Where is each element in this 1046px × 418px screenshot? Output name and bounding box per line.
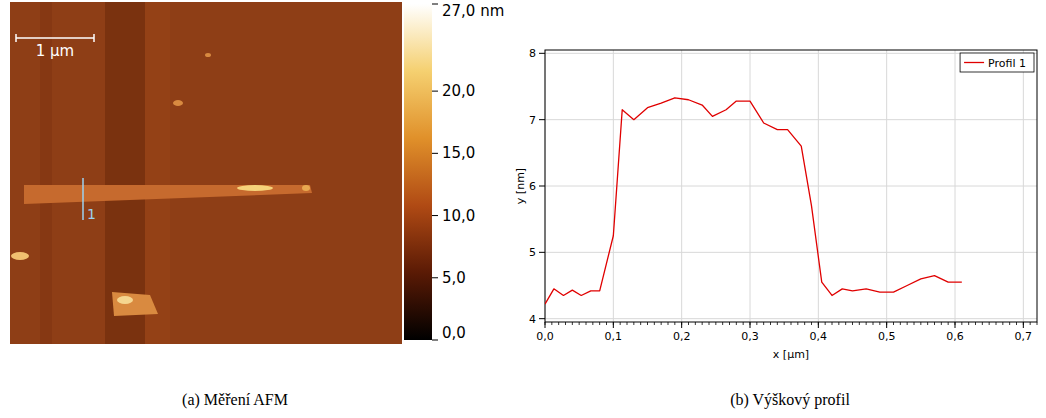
afm-bright-spot xyxy=(117,296,133,304)
afm-bright-spot xyxy=(237,185,273,191)
data-group xyxy=(545,98,962,304)
colorbar-tick-label: 20,0 xyxy=(442,82,475,100)
colorbar-tick xyxy=(432,340,438,341)
colorbar xyxy=(404,4,432,340)
afm-background xyxy=(10,2,402,344)
x-tick-label: 0,0 xyxy=(536,330,554,343)
y-tick xyxy=(539,119,545,120)
legend-label: Profil 1 xyxy=(988,57,1026,70)
y-tick-label: 6 xyxy=(529,180,536,193)
y-tick xyxy=(539,186,545,187)
afm-bright-spot xyxy=(302,185,310,191)
colorbar-tick xyxy=(432,277,438,278)
x-tick xyxy=(1023,322,1024,328)
plot-area xyxy=(545,50,1037,322)
afm-flake xyxy=(112,292,158,316)
y-tick xyxy=(539,318,545,319)
x-tick xyxy=(681,322,682,328)
x-tick-label: 0,1 xyxy=(605,330,623,343)
colorbar-tick-label: 15,0 xyxy=(442,144,475,162)
x-tick xyxy=(545,322,546,328)
y-tick-label: 7 xyxy=(529,114,536,127)
y-axis-title: y [nm] xyxy=(514,168,527,204)
legend-line xyxy=(964,62,984,63)
y-tick xyxy=(539,252,545,253)
x-tick xyxy=(886,322,887,328)
legend-box xyxy=(960,53,1034,72)
x-tick xyxy=(818,322,819,328)
colorbar-tick xyxy=(432,91,438,92)
x-tick xyxy=(750,322,751,328)
caption: (a) Měření AFM xyxy=(182,391,288,409)
grid-line-y xyxy=(545,186,1037,187)
profile-label: 1 xyxy=(87,206,96,222)
page: 1 µm10,05,010,015,020,027,0 nm(a) Měření… xyxy=(0,0,1046,418)
scale-bar-cap xyxy=(93,34,95,42)
colorbar-tick-label: 27,0 nm xyxy=(442,2,504,20)
afm-light-band xyxy=(145,2,170,344)
profile-marker xyxy=(82,178,84,220)
scale-bar-label: 1 µm xyxy=(36,42,74,60)
scale-bar-cap xyxy=(15,34,17,42)
x-tick-label: 0,3 xyxy=(741,330,759,343)
colorbar-tick-label: 10,0 xyxy=(442,207,475,225)
grid-line-y xyxy=(545,252,1037,253)
x-tick-label: 0,6 xyxy=(946,330,964,343)
afm-dark-band xyxy=(105,2,145,344)
grid-line-y xyxy=(545,119,1037,120)
x-tick xyxy=(955,322,956,328)
x-tick-label: 0,5 xyxy=(878,330,896,343)
data-line xyxy=(545,98,962,304)
legend: Profil 1 xyxy=(960,53,1034,72)
colorbar-tick-label: 0,0 xyxy=(442,324,466,342)
y-tick xyxy=(539,53,545,54)
colorbar-tick xyxy=(432,215,438,216)
y-tick-label: 8 xyxy=(529,47,536,60)
afm-flake xyxy=(24,185,312,204)
colorbar-tick-label: 5,0 xyxy=(442,269,466,287)
x-tick-label: 0,7 xyxy=(1015,330,1033,343)
grid-line-y xyxy=(545,318,1037,319)
colorbar-tick xyxy=(432,153,438,154)
afm-particle xyxy=(205,53,211,57)
scale-bar xyxy=(16,37,94,39)
x-tick xyxy=(613,322,614,328)
afm-image xyxy=(10,2,402,344)
plot-frame xyxy=(545,50,1037,322)
colorbar-tick xyxy=(432,4,438,5)
y-tick-label: 5 xyxy=(529,246,536,259)
x-tick-label: 0,2 xyxy=(673,330,691,343)
y-tick-label: 4 xyxy=(529,313,536,326)
afm-particle xyxy=(173,100,183,106)
x-axis-title: x [µm] xyxy=(773,348,809,361)
caption: (b) Výškový profil xyxy=(730,391,850,409)
x-tick-label: 0,4 xyxy=(810,330,828,343)
afm-particle xyxy=(11,252,29,260)
